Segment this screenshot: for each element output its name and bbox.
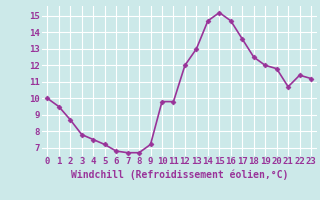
X-axis label: Windchill (Refroidissement éolien,°C): Windchill (Refroidissement éolien,°C) xyxy=(70,169,288,180)
